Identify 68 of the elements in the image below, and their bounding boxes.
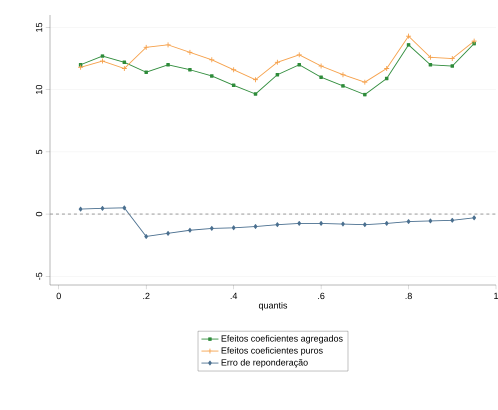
point bbox=[144, 70, 148, 74]
x-tick-label: 0 bbox=[56, 292, 61, 300]
point bbox=[165, 42, 171, 48]
point bbox=[340, 72, 346, 78]
point bbox=[188, 68, 192, 72]
point bbox=[210, 74, 214, 78]
point bbox=[100, 54, 104, 58]
point bbox=[363, 92, 367, 96]
point bbox=[319, 220, 324, 226]
point bbox=[122, 205, 126, 210]
point bbox=[274, 59, 280, 66]
point bbox=[254, 224, 258, 229]
point bbox=[254, 92, 258, 96]
point bbox=[186, 49, 193, 56]
point bbox=[450, 64, 454, 68]
point bbox=[144, 234, 148, 239]
y-tick-label: -5 bbox=[36, 272, 42, 280]
point bbox=[210, 226, 214, 231]
point bbox=[449, 56, 456, 62]
point bbox=[208, 56, 215, 63]
point bbox=[341, 84, 345, 88]
y-tick-label: 5 bbox=[36, 150, 42, 154]
point bbox=[427, 54, 434, 60]
point bbox=[450, 218, 454, 223]
x-axis-title: quantis bbox=[258, 302, 288, 310]
point bbox=[318, 63, 324, 69]
point bbox=[472, 215, 476, 220]
point bbox=[252, 76, 258, 83]
point bbox=[100, 58, 106, 64]
x-tick-label: .8 bbox=[406, 292, 412, 300]
point bbox=[78, 206, 83, 212]
legend-label: Efeitos coeficientes agregados bbox=[222, 335, 343, 344]
point bbox=[384, 66, 390, 72]
point bbox=[296, 52, 302, 58]
point bbox=[384, 220, 389, 226]
point bbox=[406, 43, 410, 47]
x-tick-label: .6 bbox=[318, 292, 324, 300]
point bbox=[362, 79, 368, 86]
point bbox=[122, 60, 126, 64]
point bbox=[362, 222, 367, 228]
y-tick-label: 0 bbox=[36, 212, 42, 216]
point bbox=[384, 76, 388, 80]
point bbox=[406, 33, 412, 40]
point bbox=[230, 66, 237, 73]
point bbox=[232, 225, 236, 230]
y-tick-label: 10 bbox=[36, 85, 42, 94]
point bbox=[143, 44, 150, 50]
point bbox=[428, 63, 432, 67]
point bbox=[297, 63, 301, 67]
point bbox=[100, 206, 104, 211]
legend-label: Erro de reponderação bbox=[222, 359, 308, 368]
point bbox=[232, 84, 236, 88]
point bbox=[166, 63, 170, 67]
x-tick-label: .2 bbox=[143, 292, 150, 300]
point bbox=[341, 222, 345, 226]
point bbox=[319, 75, 323, 79]
point bbox=[276, 72, 280, 76]
y-tick-label: 15 bbox=[36, 22, 42, 32]
point bbox=[297, 220, 302, 226]
legend-label: Efeitos coeficientes puros bbox=[222, 347, 323, 356]
x-tick-label: .4 bbox=[230, 292, 238, 299]
point bbox=[121, 66, 128, 72]
point bbox=[166, 230, 170, 236]
point bbox=[428, 218, 432, 224]
point bbox=[275, 222, 280, 228]
x-tick-label: 1 bbox=[494, 292, 498, 299]
point bbox=[406, 219, 410, 224]
point bbox=[188, 228, 192, 233]
